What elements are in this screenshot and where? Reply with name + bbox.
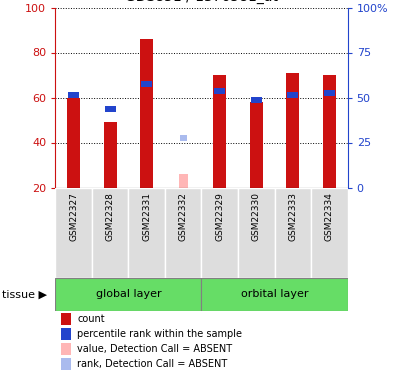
Bar (68, 93, 79, 98)
Text: GSM22327: GSM22327 (69, 192, 78, 241)
Bar (180, 135, 187, 141)
Bar (323, 75, 336, 188)
Bar (250, 102, 263, 188)
Bar (165, 188, 201, 278)
Bar (128, 188, 165, 278)
Bar (55, 188, 92, 278)
Text: GSM22330: GSM22330 (252, 192, 261, 241)
Text: orbital layer: orbital layer (241, 290, 308, 299)
Text: global layer: global layer (96, 290, 161, 299)
Text: GSM22328: GSM22328 (105, 192, 115, 241)
Bar (92, 188, 128, 278)
Bar (141, 81, 152, 87)
Bar (61, 313, 71, 325)
Text: GSM22329: GSM22329 (215, 192, 224, 241)
Text: value, Detection Call = ABSENT: value, Detection Call = ABSENT (77, 344, 232, 354)
Bar (67, 98, 80, 188)
Text: rank, Detection Call = ABSENT: rank, Detection Call = ABSENT (77, 359, 228, 369)
Bar (201, 188, 238, 278)
Title: GDS851 / 1376581_at: GDS851 / 1376581_at (125, 0, 278, 4)
Text: GSM22334: GSM22334 (325, 192, 334, 241)
Bar (104, 122, 117, 188)
Text: count: count (77, 314, 105, 324)
Bar (61, 343, 71, 355)
Bar (286, 73, 299, 188)
Bar (311, 188, 348, 278)
Text: GSM22331: GSM22331 (142, 192, 151, 241)
Text: GSM22332: GSM22332 (179, 192, 188, 241)
Bar (61, 358, 71, 370)
Bar (324, 90, 335, 96)
Bar (275, 188, 311, 278)
Bar (140, 39, 153, 188)
Bar (201, 278, 348, 311)
Text: GSM22333: GSM22333 (288, 192, 297, 241)
Bar (61, 328, 71, 340)
Bar (55, 278, 201, 311)
Bar (213, 75, 226, 188)
Text: percentile rank within the sample: percentile rank within the sample (77, 329, 242, 339)
Bar (179, 174, 188, 188)
Bar (214, 88, 225, 94)
Bar (105, 106, 116, 112)
Text: tissue ▶: tissue ▶ (2, 290, 47, 299)
Bar (238, 188, 275, 278)
Bar (251, 97, 262, 103)
Bar (287, 93, 298, 98)
